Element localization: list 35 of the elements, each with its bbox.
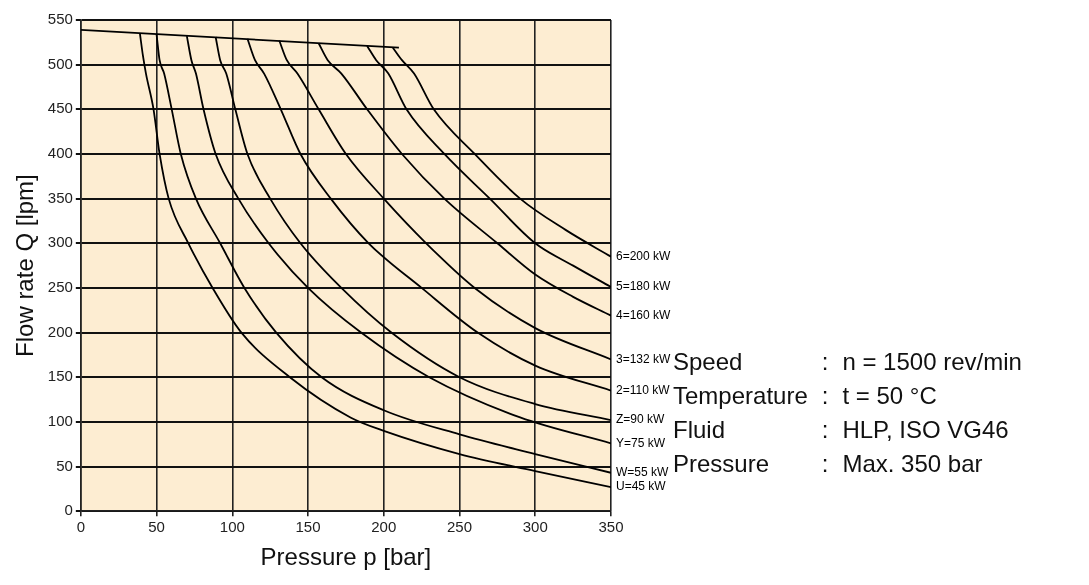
text: Pressure : Max. 350 bar (673, 450, 983, 477)
y-axis-title: Flow rate Q [lpm] (11, 174, 39, 357)
series-label: U=45 kW (616, 479, 667, 494)
text: Fluid : HLP, ISO VG46 (673, 416, 1009, 443)
x-tick-label: 250 (447, 518, 473, 536)
y-tick-label: 250 (47, 278, 73, 296)
text: Speed : n = 1500 rev/min (673, 348, 1022, 375)
y-tick-label: 400 (47, 144, 73, 162)
x-tick-label: 100 (219, 518, 245, 536)
text: Temperature : t = 50 °C (673, 382, 938, 410)
series-label: 5=180 kW (616, 279, 672, 294)
series-label: Z=90 kW (616, 412, 666, 427)
y-tick-label: 150 (47, 367, 73, 385)
x-tick-label: 350 (598, 518, 624, 536)
x-tick-label: 0 (76, 518, 85, 536)
x-tick-label: 50 (148, 518, 165, 536)
x-axis-title: Pressure p [bar] (260, 543, 432, 571)
y-tick-label: 50 (56, 456, 73, 474)
x-tick-label: 300 (522, 518, 548, 536)
y-tick-label: 100 (47, 412, 73, 430)
y-tick-label: 450 (47, 99, 73, 117)
series-label: 2=110 kW (616, 382, 671, 397)
x-tick-label: 150 (295, 518, 321, 536)
series-label: 6=200 kW (616, 248, 672, 263)
y-tick-label: 550 (47, 10, 73, 28)
y-tick-label: 350 (47, 188, 73, 206)
series-label: 3=132 kW (616, 351, 672, 366)
series-label: W=55 kW (616, 465, 670, 480)
series-label: Y=75 kW (616, 435, 666, 450)
y-tick-label: 500 (47, 54, 73, 72)
y-tick-label: 200 (47, 322, 73, 340)
x-tick-label: 200 (371, 518, 397, 536)
y-tick-label: 300 (47, 233, 73, 251)
y-tick-label: 0 (64, 501, 73, 519)
series-label: 4=160 kW (616, 307, 672, 322)
